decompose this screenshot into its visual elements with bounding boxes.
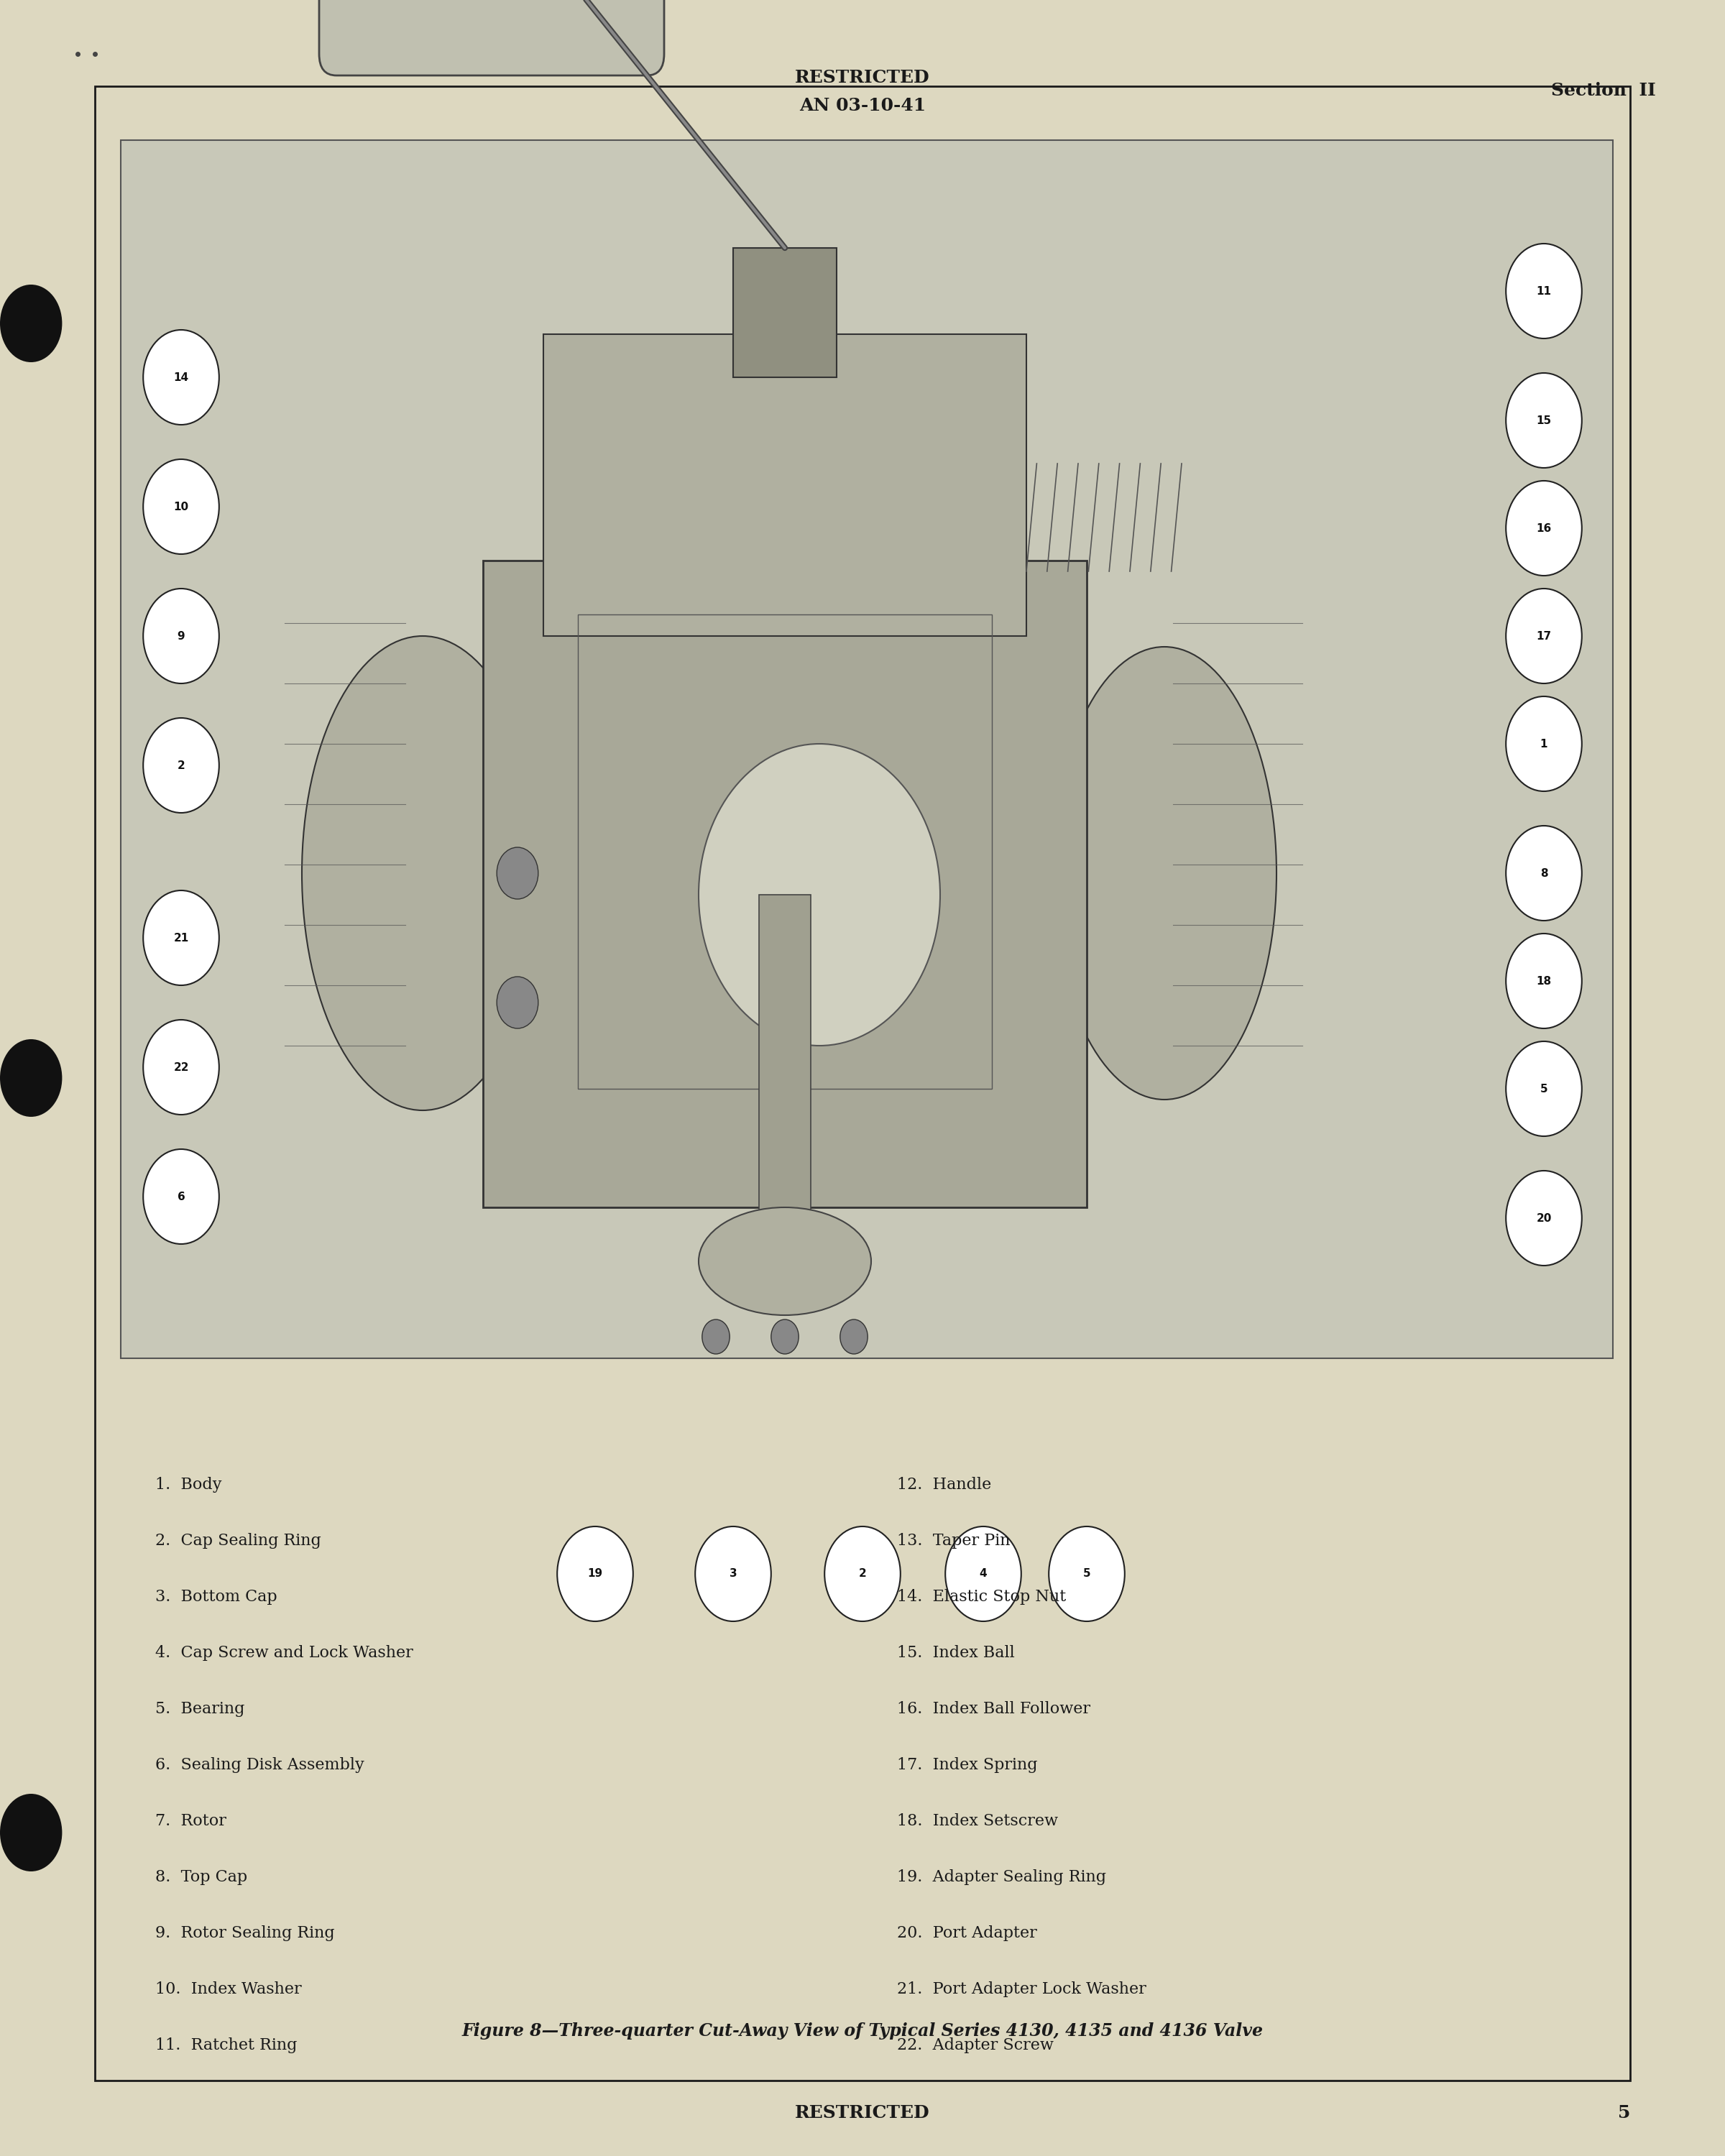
Text: 21.  Port Adapter Lock Washer: 21. Port Adapter Lock Washer xyxy=(897,1981,1145,1996)
Text: 8: 8 xyxy=(1540,867,1547,880)
Text: Section  II: Section II xyxy=(1551,82,1656,99)
FancyBboxPatch shape xyxy=(543,334,1026,636)
Circle shape xyxy=(143,459,219,554)
Circle shape xyxy=(771,1319,799,1354)
Circle shape xyxy=(1506,934,1582,1028)
Text: 11: 11 xyxy=(1537,287,1551,298)
Ellipse shape xyxy=(302,636,543,1110)
Circle shape xyxy=(143,589,219,683)
Circle shape xyxy=(1506,589,1582,683)
Text: 11.  Ratchet Ring: 11. Ratchet Ring xyxy=(155,2037,297,2053)
Circle shape xyxy=(143,330,219,425)
Text: 15.  Index Ball: 15. Index Ball xyxy=(897,1645,1014,1660)
Text: 14: 14 xyxy=(174,371,188,384)
Text: 4: 4 xyxy=(980,1570,987,1578)
Text: 10: 10 xyxy=(174,502,188,513)
Circle shape xyxy=(1506,1171,1582,1266)
Text: 16: 16 xyxy=(1537,524,1551,535)
Text: 17.  Index Spring: 17. Index Spring xyxy=(897,1757,1037,1772)
Circle shape xyxy=(1049,1526,1125,1621)
Text: 5.  Bearing: 5. Bearing xyxy=(155,1701,245,1716)
Text: 5: 5 xyxy=(1083,1570,1090,1578)
Text: 5: 5 xyxy=(1540,1082,1547,1095)
Ellipse shape xyxy=(699,1207,871,1315)
Circle shape xyxy=(1506,373,1582,468)
Text: 20: 20 xyxy=(1537,1212,1551,1225)
FancyBboxPatch shape xyxy=(319,0,664,75)
Circle shape xyxy=(1506,826,1582,921)
Text: 3: 3 xyxy=(730,1570,737,1578)
Text: 19.  Adapter Sealing Ring: 19. Adapter Sealing Ring xyxy=(897,1869,1106,1884)
Text: 6: 6 xyxy=(178,1192,185,1203)
Circle shape xyxy=(945,1526,1021,1621)
Text: RESTRICTED: RESTRICTED xyxy=(795,2104,930,2122)
Circle shape xyxy=(557,1526,633,1621)
Circle shape xyxy=(1506,696,1582,791)
Text: 19: 19 xyxy=(588,1570,602,1578)
Text: 22: 22 xyxy=(174,1063,188,1074)
Circle shape xyxy=(143,1020,219,1115)
Text: 1.  Body: 1. Body xyxy=(155,1477,223,1492)
Text: 20.  Port Adapter: 20. Port Adapter xyxy=(897,1925,1037,1940)
Text: 18: 18 xyxy=(1537,977,1551,987)
Circle shape xyxy=(695,1526,771,1621)
Text: 13.  Taper Pin: 13. Taper Pin xyxy=(897,1533,1011,1548)
Bar xyxy=(121,140,1613,1358)
Text: 1: 1 xyxy=(1540,737,1547,750)
Text: 12.  Handle: 12. Handle xyxy=(897,1477,992,1492)
Circle shape xyxy=(702,1319,730,1354)
Circle shape xyxy=(0,1039,62,1117)
Text: AN 03-10-41: AN 03-10-41 xyxy=(799,97,926,114)
Text: 10.  Index Washer: 10. Index Washer xyxy=(155,1981,302,1996)
Circle shape xyxy=(840,1319,868,1354)
Text: 14.  Elastic Stop Nut: 14. Elastic Stop Nut xyxy=(897,1589,1066,1604)
Text: 17: 17 xyxy=(1537,630,1551,642)
Ellipse shape xyxy=(699,744,940,1046)
Circle shape xyxy=(0,1794,62,1871)
Text: 9.  Rotor Sealing Ring: 9. Rotor Sealing Ring xyxy=(155,1925,335,1940)
Text: 6.  Sealing Disk Assembly: 6. Sealing Disk Assembly xyxy=(155,1757,364,1772)
Text: 16.  Index Ball Follower: 16. Index Ball Follower xyxy=(897,1701,1090,1716)
Text: 7.  Rotor: 7. Rotor xyxy=(155,1813,226,1828)
Text: 2: 2 xyxy=(178,761,185,772)
Circle shape xyxy=(143,1149,219,1244)
Circle shape xyxy=(1506,1041,1582,1136)
Text: 5: 5 xyxy=(1618,2104,1630,2122)
Text: 8.  Top Cap: 8. Top Cap xyxy=(155,1869,247,1884)
Text: 22.  Adapter Screw: 22. Adapter Screw xyxy=(897,2037,1054,2053)
Text: 2.  Cap Sealing Ring: 2. Cap Sealing Ring xyxy=(155,1533,321,1548)
Text: 21: 21 xyxy=(174,934,188,944)
Ellipse shape xyxy=(1052,647,1276,1100)
Circle shape xyxy=(1506,244,1582,338)
Circle shape xyxy=(497,847,538,899)
Text: 2: 2 xyxy=(859,1570,866,1578)
Circle shape xyxy=(497,977,538,1028)
Text: 15: 15 xyxy=(1537,414,1551,427)
Bar xyxy=(578,614,992,1089)
Circle shape xyxy=(1506,481,1582,576)
Text: Figure 8—Three-quarter Cut-Away View of Typical Series 4130, 4135 and 4136 Valve: Figure 8—Three-quarter Cut-Away View of … xyxy=(462,2022,1263,2040)
Circle shape xyxy=(143,890,219,985)
Circle shape xyxy=(0,285,62,362)
FancyBboxPatch shape xyxy=(483,561,1087,1207)
Text: 3.  Bottom Cap: 3. Bottom Cap xyxy=(155,1589,278,1604)
Text: 4.  Cap Screw and Lock Washer: 4. Cap Screw and Lock Washer xyxy=(155,1645,412,1660)
Text: RESTRICTED: RESTRICTED xyxy=(795,69,930,86)
Bar xyxy=(733,248,837,377)
Circle shape xyxy=(825,1526,900,1621)
Circle shape xyxy=(143,718,219,813)
Text: 18.  Index Setscrew: 18. Index Setscrew xyxy=(897,1813,1057,1828)
Text: 9: 9 xyxy=(178,630,185,642)
Bar xyxy=(759,895,811,1240)
Bar xyxy=(95,86,1630,2081)
